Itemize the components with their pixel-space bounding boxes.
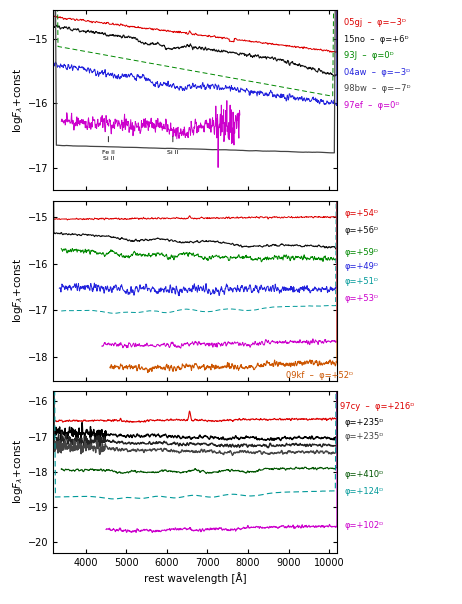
Text: Fe II
Si II: Fe II Si II (102, 150, 115, 161)
Text: 97ef  –  φ=0ᴰ: 97ef – φ=0ᴰ (344, 101, 400, 110)
Text: φ=+54ᴰ: φ=+54ᴰ (344, 209, 378, 217)
Text: φ=+102ᴰ: φ=+102ᴰ (344, 521, 383, 530)
Text: 97cy  –  φ=+216ᴰ: 97cy – φ=+216ᴰ (340, 402, 414, 411)
Y-axis label: log$F_{\lambda}$+const: log$F_{\lambda}$+const (11, 68, 25, 133)
X-axis label: rest wavelength [Å]: rest wavelength [Å] (144, 572, 247, 583)
Y-axis label: log$F_{\lambda}$+const: log$F_{\lambda}$+const (11, 258, 25, 323)
Text: φ=+56ᴰ: φ=+56ᴰ (344, 226, 378, 235)
Text: 04aw  –  φ=−3ᴰ: 04aw – φ=−3ᴰ (344, 68, 410, 77)
Text: φ=+124ᴰ: φ=+124ᴰ (344, 487, 383, 495)
Text: 15no  –  φ=+6ᴰ: 15no – φ=+6ᴰ (344, 35, 409, 43)
Text: 09kf  –  φ=+52ᴰ: 09kf – φ=+52ᴰ (286, 371, 353, 380)
Text: φ=+235ᴰ: φ=+235ᴰ (344, 432, 383, 440)
Text: φ=+49ᴰ: φ=+49ᴰ (344, 263, 378, 271)
Text: φ=+410ᴰ: φ=+410ᴰ (344, 470, 383, 478)
Text: φ=+235ᴰ: φ=+235ᴰ (344, 419, 383, 427)
Text: 98bw  –  φ=−7ᴰ: 98bw – φ=−7ᴰ (344, 85, 411, 93)
Text: Si II: Si II (167, 150, 178, 155)
Text: φ=+51ᴰ: φ=+51ᴰ (344, 277, 378, 286)
Text: 05gj  –  φ=−3ᴰ: 05gj – φ=−3ᴰ (344, 18, 406, 27)
Y-axis label: log$F_{\lambda}$+const: log$F_{\lambda}$+const (11, 439, 25, 504)
Text: 93J  –  φ=0ᴰ: 93J – φ=0ᴰ (344, 51, 394, 60)
Text: φ=+53ᴰ: φ=+53ᴰ (344, 295, 378, 303)
Text: φ=+59ᴰ: φ=+59ᴰ (344, 248, 378, 257)
